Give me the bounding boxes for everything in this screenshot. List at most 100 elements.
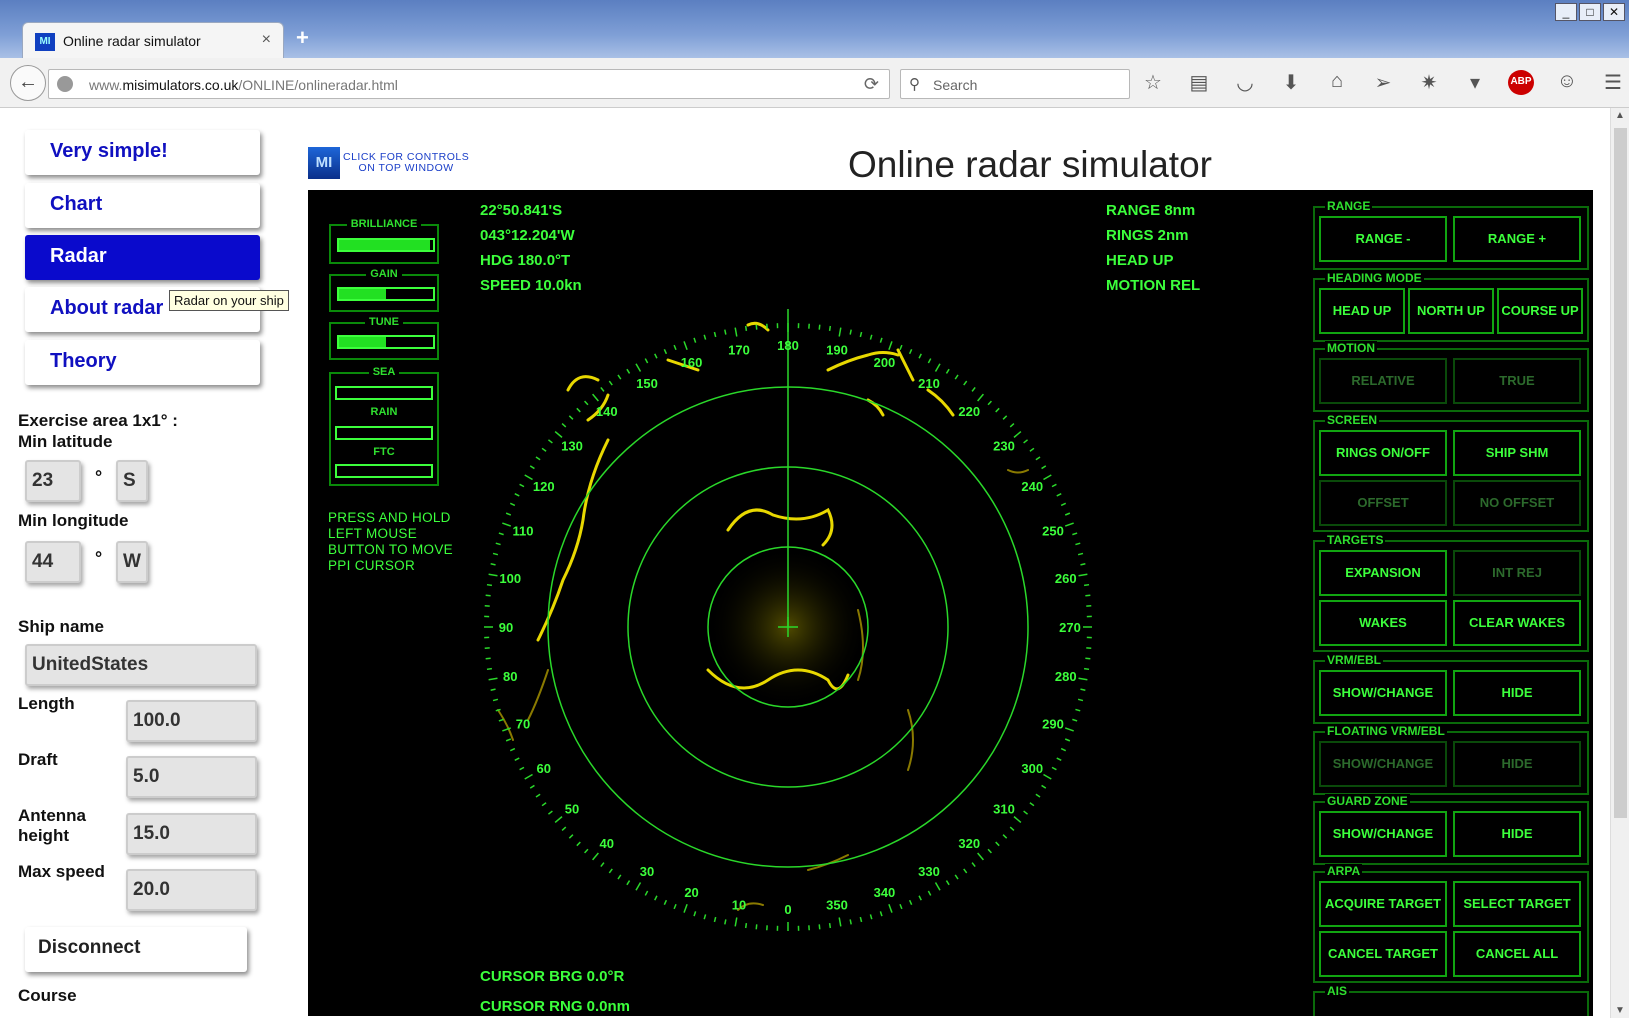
bearing-tick [1064, 522, 1074, 527]
bearing-tick [644, 358, 649, 364]
wakes-button[interactable]: WAKES [1319, 600, 1447, 646]
min-latitude-input[interactable]: 23 [25, 460, 81, 502]
echo-blob [1007, 469, 1029, 474]
pocket-icon[interactable]: ◡ [1236, 72, 1254, 94]
mi-logo[interactable]: MI [308, 147, 340, 179]
range-minus-button[interactable]: RANGE - [1319, 216, 1447, 262]
bearing-tick [561, 423, 567, 428]
relative-motion-button[interactable]: RELATIVE [1319, 358, 1447, 404]
bearing-tick [1085, 594, 1091, 597]
nav-chart[interactable]: Chart [25, 183, 260, 228]
int-rej-button[interactable]: INT REJ [1453, 550, 1581, 596]
site-info-icon[interactable] [57, 76, 73, 92]
head-up-button[interactable]: HEAD UP [1319, 288, 1405, 334]
antenna-height-input[interactable]: 15.0 [126, 813, 257, 855]
guard-hide-button[interactable]: HIDE [1453, 811, 1581, 857]
select-target-button[interactable]: SELECT TARGET [1453, 881, 1581, 927]
search-icon: ⚲ [909, 76, 920, 93]
vertical-scrollbar[interactable]: ▲ ▼ [1610, 108, 1629, 1018]
bearing-tick [490, 688, 496, 691]
tune-control[interactable]: TUNE [329, 316, 439, 360]
nav-very-simple[interactable]: Very simple! [25, 130, 260, 175]
floating-show-button[interactable]: SHOW/CHANGE [1319, 741, 1447, 787]
cancel-all-button[interactable]: CANCEL ALL [1453, 931, 1581, 977]
bearing-tick [818, 924, 821, 930]
north-up-button[interactable]: NORTH UP [1408, 288, 1494, 334]
click-for-controls-link[interactable]: CLICK FOR CONTROLS ON TOP WINDOW [343, 151, 470, 174]
bearing-label: 250 [1042, 524, 1064, 539]
bearing-tick [683, 903, 688, 913]
true-motion-button[interactable]: TRUE [1453, 358, 1581, 404]
bearing-tick [995, 841, 1000, 847]
rain-control[interactable] [335, 426, 433, 440]
clear-wakes-button[interactable]: CLEAR WAKES [1453, 600, 1581, 646]
offset-button[interactable]: OFFSET [1319, 480, 1447, 526]
reading-list-icon[interactable]: ▤ [1189, 72, 1209, 94]
brilliance-control[interactable]: BRILLIANCE [329, 218, 439, 264]
bearing-tick [828, 922, 832, 929]
bearing-tick [963, 380, 968, 386]
sea-control[interactable] [335, 386, 433, 400]
range-plus-button[interactable]: RANGE + [1453, 216, 1581, 262]
new-tab-button[interactable]: + [296, 25, 309, 50]
smiley-icon[interactable]: ☺ [1556, 70, 1578, 92]
longitude-hemisphere-input[interactable]: W [116, 541, 148, 583]
close-window-button[interactable]: ✕ [1603, 3, 1625, 21]
nav-theory[interactable]: Theory [25, 340, 260, 385]
bearing-tick [934, 363, 941, 372]
ship-name-input[interactable]: UnitedStates [25, 644, 257, 686]
bearing-tick [755, 924, 758, 930]
nav-radar[interactable]: Radar [25, 235, 260, 280]
bearing-label: 230 [993, 439, 1015, 454]
no-offset-button[interactable]: NO OFFSET [1453, 480, 1581, 526]
bearing-tick [859, 916, 863, 923]
browser-tab[interactable]: MI Online radar simulator × [22, 22, 284, 58]
ship-shm-button[interactable]: SHIP SHM [1453, 430, 1581, 476]
bearing-label: 140 [596, 404, 618, 419]
bookmark-star-icon[interactable]: ☆ [1144, 72, 1162, 94]
close-tab-icon[interactable]: × [261, 31, 271, 48]
acquire-target-button[interactable]: ACQUIRE TARGET [1319, 881, 1447, 927]
bearing-tick [495, 542, 501, 546]
bearing-label: 200 [874, 355, 896, 370]
dropdown-icon[interactable]: ▾ [1469, 72, 1481, 94]
search-input[interactable]: ⚲ Search [900, 69, 1130, 99]
menu-icon[interactable]: ☰ [1604, 72, 1622, 94]
cancel-target-button[interactable]: CANCEL TARGET [1319, 931, 1447, 977]
expansion-button[interactable]: EXPANSION [1319, 550, 1447, 596]
bearing-tick [529, 465, 535, 470]
guard-show-button[interactable]: SHOW/CHANGE [1319, 811, 1447, 857]
floating-hide-button[interactable]: HIDE [1453, 741, 1581, 787]
disconnect-button[interactable]: Disconnect [25, 927, 247, 972]
reload-icon[interactable]: ⟳ [863, 74, 879, 94]
download-icon[interactable]: ⬇ [1282, 72, 1300, 94]
rings-toggle-button[interactable]: RINGS ON/OFF [1319, 430, 1447, 476]
vrm-show-button[interactable]: SHOW/CHANGE [1319, 670, 1447, 716]
extension-icon[interactable]: ✷ [1420, 72, 1438, 94]
gain-control[interactable]: GAIN [329, 268, 439, 312]
scrollbar-thumb[interactable] [1614, 128, 1627, 818]
maximize-button[interactable]: □ [1579, 3, 1601, 21]
send-icon[interactable]: ➢ [1374, 72, 1392, 94]
back-button[interactable]: ← [10, 65, 46, 101]
scroll-up-icon[interactable]: ▲ [1615, 110, 1625, 121]
bearing-label: 40 [599, 836, 613, 851]
max-speed-input[interactable]: 20.0 [126, 869, 257, 911]
scroll-down-icon[interactable]: ▼ [1615, 1005, 1625, 1016]
latitude-hemisphere-input[interactable]: S [116, 460, 148, 502]
radar-display[interactable]: 22°50.841'S 043°12.204'W HDG 180.0°T SPE… [308, 190, 1593, 1016]
min-longitude-input[interactable]: 44 [25, 541, 81, 583]
course-up-button[interactable]: COURSE UP [1497, 288, 1583, 334]
minimize-button[interactable]: _ [1555, 3, 1577, 21]
adblock-icon[interactable]: ABP [1508, 70, 1534, 95]
bearing-tick [584, 400, 589, 406]
length-input[interactable]: 100.0 [126, 700, 257, 742]
ftc-control[interactable] [335, 464, 433, 478]
position-readout: 22°50.841'S 043°12.204'W HDG 180.0°T SPE… [480, 198, 582, 298]
vrm-hide-button[interactable]: HIDE [1453, 670, 1581, 716]
bearing-tick [626, 880, 631, 886]
address-bar[interactable]: www.misimulators.co.uk/ONLINE/onlinerada… [48, 69, 890, 99]
draft-input[interactable]: 5.0 [126, 756, 257, 798]
home-icon[interactable]: ⌂ [1330, 70, 1344, 92]
ppi-screen[interactable]: 180 1902002102202302402502602702802903003… [308, 190, 1308, 1016]
